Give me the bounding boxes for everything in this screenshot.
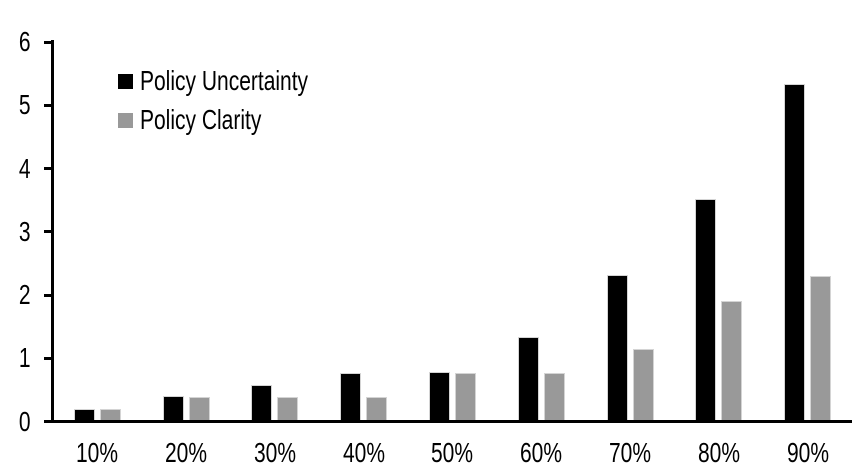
x-tick-label-text: 70% [609, 437, 652, 468]
x-tick-label-60%: 60% [497, 436, 586, 470]
bar-policy-clarity-60% [543, 372, 565, 422]
bar-policy-uncertainty-60% [517, 337, 539, 422]
y-tick-label-6: 6 [0, 27, 31, 57]
y-tick-label-1: 1 [0, 343, 31, 373]
x-axis-line [51, 420, 852, 423]
x-tick-label-80%: 80% [674, 436, 763, 470]
bar-policy-uncertainty-30% [251, 385, 273, 422]
y-tick-label-5: 5 [0, 90, 31, 120]
y-tick-mark-1 [44, 356, 51, 360]
legend-item-policy-uncertainty: Policy Uncertainty [118, 65, 364, 96]
x-tick-label-text: 60% [520, 437, 563, 468]
y-tick-mark-3 [44, 230, 51, 234]
y-tick-label-text: 1 [19, 342, 31, 374]
legend-swatch-policy-clarity [118, 112, 133, 128]
y-tick-label-text: 2 [19, 279, 31, 310]
legend-swatch-policy-uncertainty [118, 73, 133, 89]
x-tick-label-20%: 20% [142, 436, 231, 470]
x-tick-label-90%: 90% [763, 436, 852, 470]
y-tick-label-text: 4 [19, 152, 31, 184]
y-tick-label-0: 0 [0, 405, 31, 437]
x-tick-label-text: 80% [697, 437, 740, 468]
bar-policy-uncertainty-50% [429, 372, 450, 422]
x-tick-label-text: 90% [786, 437, 829, 468]
x-tick-label-text: 20% [165, 437, 208, 468]
y-tick-label-text: 3 [19, 215, 31, 247]
y-tick-label-4: 4 [0, 152, 31, 184]
x-tick-label-70%: 70% [586, 436, 675, 470]
y-tick-label-text: 5 [19, 89, 31, 121]
legend-label-policy-clarity: Policy Clarity [140, 104, 262, 135]
y-tick-mark-4 [44, 167, 51, 170]
legend-item-policy-clarity: Policy Clarity [118, 104, 302, 135]
y-tick-mark-5 [44, 103, 51, 107]
x-tick-label-10%: 10% [53, 436, 142, 470]
y-axis-line [51, 40, 54, 423]
y-tick-label-2: 2 [0, 280, 31, 310]
bar-policy-uncertainty-40% [340, 373, 362, 422]
y-tick-label-text: 6 [19, 26, 31, 57]
bar-policy-clarity-40% [366, 397, 388, 422]
y-tick-mark-6 [44, 40, 51, 44]
bar-policy-clarity-20% [188, 397, 210, 422]
x-tick-label-50%: 50% [408, 436, 497, 470]
bar-policy-uncertainty-90% [784, 84, 806, 422]
bar-policy-clarity-80% [721, 300, 743, 422]
x-tick-label-40%: 40% [319, 436, 408, 470]
bar-policy-clarity-70% [632, 349, 654, 422]
bar-policy-uncertainty-70% [606, 275, 628, 422]
x-tick-label-text: 30% [253, 437, 296, 468]
y-tick-mark-0 [44, 420, 51, 423]
x-tick-label-30%: 30% [231, 436, 320, 470]
x-tick-label-text: 40% [342, 437, 385, 468]
x-tick-label-text: 50% [431, 437, 474, 468]
legend-label-policy-uncertainty: Policy Uncertainty [140, 65, 309, 96]
bar-policy-clarity-90% [810, 276, 832, 422]
y-tick-mark-2 [44, 293, 51, 297]
bar-policy-uncertainty-20% [162, 396, 184, 422]
y-tick-label-text: 0 [19, 405, 31, 437]
y-tick-label-3: 3 [0, 215, 31, 247]
bar-policy-clarity-30% [277, 397, 299, 422]
bar-policy-clarity-50% [455, 372, 476, 422]
bar-policy-uncertainty-80% [695, 199, 717, 422]
x-tick-label-text: 10% [76, 437, 119, 468]
